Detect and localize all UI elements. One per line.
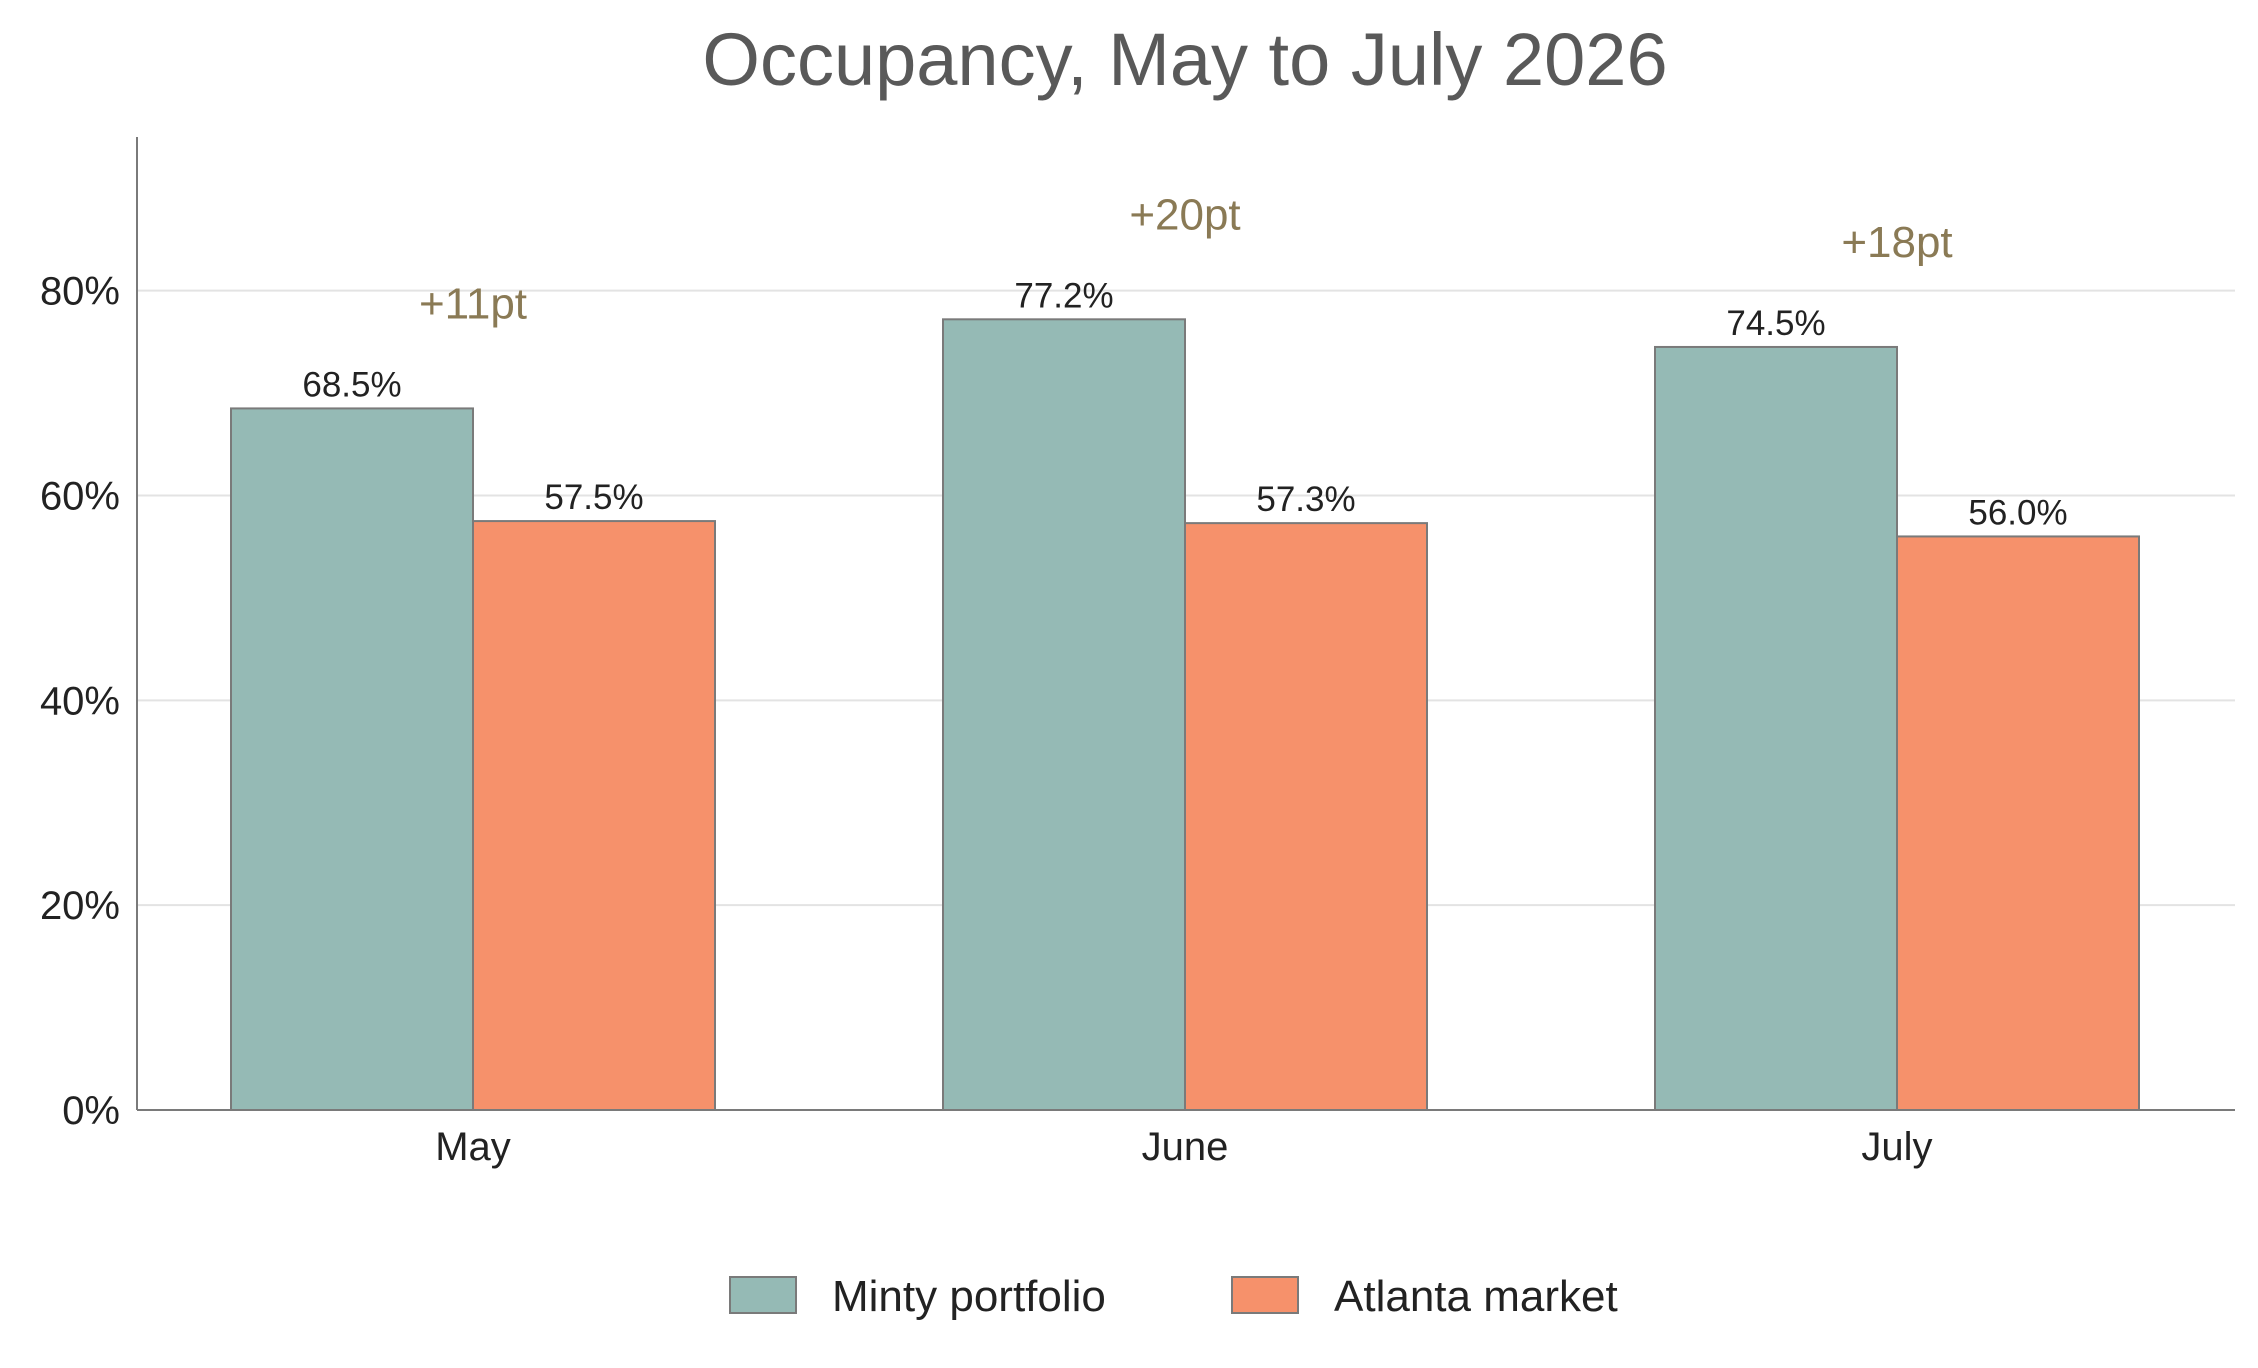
bar: [1896, 535, 2140, 1111]
data-labels: 68.5% 57.5% 77.2% 57.3% 74.5% 56.0%: [302, 276, 2067, 532]
difference-annotation: +18pt: [1841, 218, 1952, 267]
x-axis-categories: May June July: [435, 1125, 1932, 1169]
bar: [230, 407, 474, 1112]
legend-label: Minty portfolio: [832, 1272, 1106, 1321]
y-tick-label: 60%: [40, 474, 120, 518]
axes: [136, 137, 2235, 1111]
x-category-label: June: [1142, 1125, 1229, 1169]
legend-swatch: [729, 1276, 797, 1314]
y-tick-label: 20%: [40, 884, 120, 928]
chart-title: Occupancy, May to July 2026: [702, 18, 1667, 101]
x-category-label: May: [435, 1125, 511, 1169]
bar: [942, 318, 1186, 1112]
y-tick-label: 0%: [62, 1089, 120, 1133]
bar: [1654, 345, 1898, 1112]
legend: Minty portfolio Atlanta market: [729, 1272, 1618, 1321]
bar-value-label: 74.5%: [1726, 304, 1825, 343]
difference-annotations: +11pt +20pt +18pt: [419, 190, 1953, 328]
y-tick-label: 80%: [40, 270, 120, 314]
bar: [472, 520, 716, 1111]
y-axis-ticks: 0% 20% 40% 60% 80%: [40, 270, 120, 1133]
difference-annotation: +20pt: [1129, 190, 1240, 239]
bar-value-label: 57.5%: [544, 478, 643, 517]
bar-value-label: 57.3%: [1256, 480, 1355, 519]
bar-value-label: 77.2%: [1014, 276, 1113, 315]
y-tick-label: 40%: [40, 679, 120, 723]
bar: [1184, 522, 1428, 1111]
bar-value-label: 56.0%: [1968, 493, 2067, 532]
legend-swatch: [1231, 1276, 1299, 1314]
x-category-label: July: [1861, 1125, 1932, 1169]
bars: [230, 318, 2140, 1112]
legend-label: Atlanta market: [1334, 1272, 1618, 1321]
bar-value-label: 68.5%: [302, 365, 401, 404]
difference-annotation: +11pt: [419, 279, 527, 328]
